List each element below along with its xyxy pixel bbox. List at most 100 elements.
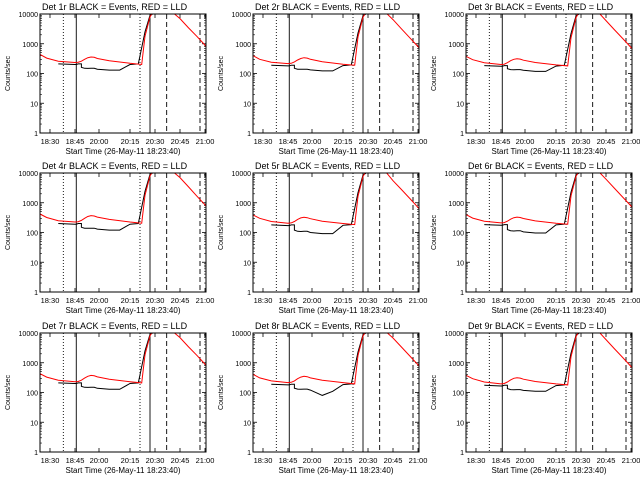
y-tick-label: 1 [34, 450, 38, 457]
y-tick-label: 1 [247, 131, 251, 138]
y-tick-label: 1 [34, 131, 38, 138]
x-tick-label: 20:45 [384, 137, 403, 146]
x-tick-label: 18:45 [66, 296, 85, 305]
y-tick-label: 10 [30, 420, 38, 427]
x-tick-label: 18:30 [41, 296, 60, 305]
x-tick-label: 21:00 [409, 296, 428, 305]
x-tick-label: 20:15 [334, 456, 353, 465]
plot-frame [39, 332, 207, 453]
y-tick-label: 10000 [232, 12, 252, 19]
y-tick-label: 1000 [235, 42, 251, 49]
x-tick-label: 18:30 [254, 456, 273, 465]
x-tick-label: 20:00 [90, 137, 109, 146]
y-tick-label: 1000 [448, 201, 464, 208]
y-tick-label: 1 [247, 290, 251, 297]
x-tick-label: 20:15 [334, 296, 353, 305]
x-tick-label: 21:00 [196, 137, 215, 146]
y-axis-label: Counts/sec [218, 214, 225, 250]
y-tick-label: 1000 [22, 42, 38, 49]
y-tick-label: 100 [26, 72, 38, 79]
x-tick-label: 20:30 [146, 137, 165, 146]
x-axis-label: Start Time (26-May-11 18:23:40) [278, 306, 393, 315]
y-axis-label: Counts/sec [218, 374, 225, 410]
panel-title: Det 8r BLACK = Events, RED = LLD [255, 321, 401, 331]
y-tick-label: 1000 [22, 361, 38, 368]
plot-frame [465, 172, 633, 293]
series-lld-line [466, 173, 632, 225]
x-tick-label: 20:00 [516, 456, 535, 465]
panel-1: Det 1r BLACK = Events, RED = LLD Counts/s… [5, 2, 214, 156]
y-tick-label: 10000 [445, 12, 465, 19]
panel-title: Det 6r BLACK = Events, RED = LLD [468, 161, 614, 171]
y-tick-label: 1000 [448, 42, 464, 49]
y-tick-label: 1 [247, 450, 251, 457]
series-lld-line [40, 173, 206, 224]
y-tick-label: 10 [456, 420, 464, 427]
panel-6: Det 6r BLACK = Events, RED = LLD Counts/s… [431, 161, 640, 315]
y-tick-label: 100 [239, 231, 251, 238]
y-axis-label: Counts/sec [5, 55, 12, 91]
x-tick-label: 20:15 [547, 296, 566, 305]
x-tick-label: 18:45 [492, 137, 511, 146]
panel-9: Det 9r BLACK = Events, RED = LLD Counts/s… [431, 321, 640, 475]
y-tick-label: 10000 [445, 331, 465, 338]
y-tick-label: 100 [26, 231, 38, 238]
x-tick-label: 20:00 [90, 296, 109, 305]
x-tick-label: 18:30 [467, 456, 486, 465]
x-tick-label: 18:45 [66, 456, 85, 465]
x-tick-label: 21:00 [622, 296, 640, 305]
x-tick-label: 20:00 [303, 137, 322, 146]
y-tick-label: 10000 [232, 331, 252, 338]
plot-frame [465, 13, 633, 134]
y-tick-label: 10 [456, 101, 464, 108]
x-tick-label: 20:00 [516, 296, 535, 305]
x-tick-label: 18:45 [279, 296, 298, 305]
x-tick-label: 18:30 [467, 137, 486, 146]
y-tick-label: 10 [30, 260, 38, 267]
x-tick-label: 20:45 [171, 137, 190, 146]
panel-title: Det 5r BLACK = Events, RED = LLD [255, 161, 401, 171]
y-tick-label: 10000 [19, 171, 39, 178]
y-tick-label: 100 [239, 72, 251, 79]
panel-title: Det 1r BLACK = Events, RED = LLD [42, 2, 188, 12]
x-tick-label: 20:30 [359, 456, 378, 465]
panel-7: Det 7r BLACK = Events, RED = LLD Counts/s… [5, 321, 214, 475]
y-tick-label: 1 [460, 131, 464, 138]
x-tick-label: 20:45 [597, 456, 616, 465]
y-tick-label: 10000 [19, 12, 39, 19]
x-tick-label: 21:00 [196, 456, 215, 465]
x-tick-label: 18:45 [279, 456, 298, 465]
x-axis-label: Start Time (26-May-11 18:23:40) [491, 466, 606, 475]
y-tick-label: 100 [239, 391, 251, 398]
panel-3: Det 3r BLACK = Events, RED = LLD Counts/s… [431, 2, 640, 156]
x-tick-label: 21:00 [409, 456, 428, 465]
y-axis-label: Counts/sec [5, 214, 12, 250]
x-axis-label: Start Time (26-May-11 18:23:40) [65, 466, 180, 475]
x-tick-label: 18:30 [467, 296, 486, 305]
x-tick-label: 18:45 [279, 137, 298, 146]
y-tick-label: 1000 [235, 361, 251, 368]
x-tick-label: 20:30 [572, 296, 591, 305]
y-tick-label: 1000 [22, 201, 38, 208]
panel-title: Det 3r BLACK = Events, RED = LLD [468, 2, 614, 12]
y-tick-label: 10 [30, 101, 38, 108]
x-tick-label: 20:30 [572, 137, 591, 146]
x-tick-label: 18:45 [66, 137, 85, 146]
x-axis-label: Start Time (26-May-11 18:23:40) [278, 466, 393, 475]
y-tick-label: 10 [456, 260, 464, 267]
y-axis-label: Counts/sec [431, 214, 438, 250]
plot-frame [252, 332, 420, 453]
x-tick-label: 18:30 [254, 296, 273, 305]
y-axis-label: Counts/sec [218, 55, 225, 91]
x-tick-label: 18:30 [254, 137, 273, 146]
series-lld-line [466, 333, 632, 386]
x-tick-label: 20:45 [171, 456, 190, 465]
y-axis-label: Counts/sec [431, 374, 438, 410]
x-tick-label: 20:45 [171, 296, 190, 305]
x-tick-label: 21:00 [622, 137, 640, 146]
plot-frame [39, 13, 207, 134]
y-tick-label: 10000 [445, 171, 465, 178]
panel-2: Det 2r BLACK = Events, RED = LLD Counts/s… [218, 2, 427, 156]
y-tick-label: 1 [460, 290, 464, 297]
